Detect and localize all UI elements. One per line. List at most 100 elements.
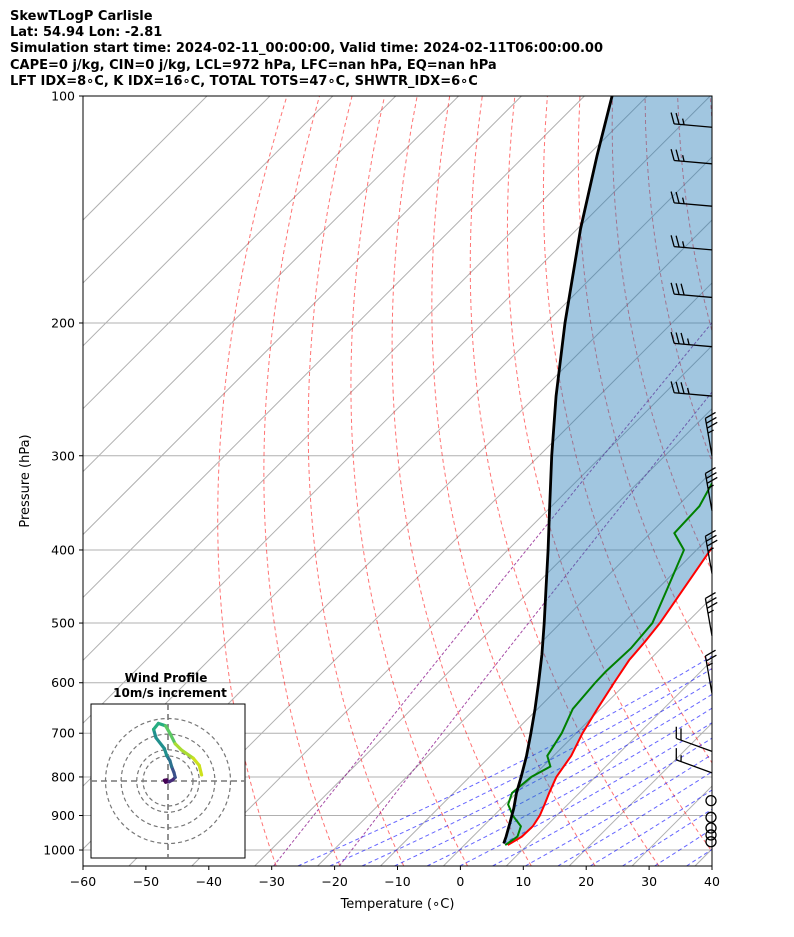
barb-flag <box>705 654 717 662</box>
plot-area <box>83 96 794 866</box>
hodograph-trace <box>179 748 195 760</box>
isotherm-line <box>128 282 712 866</box>
dewpoint-profile <box>504 481 712 846</box>
barb-flag <box>680 382 685 394</box>
x-tick-label: −50 <box>133 874 159 889</box>
barb-flag <box>705 529 716 537</box>
hodograph-trace <box>164 724 172 736</box>
barb-flag <box>675 283 680 295</box>
dry-adiabat <box>263 96 341 866</box>
isotherm-line <box>758 96 794 866</box>
hodograph-subtitle: 10m/s increment <box>113 686 227 700</box>
dry-adiabat <box>743 96 794 866</box>
calm-wind-barb <box>705 829 717 841</box>
barb-flag <box>675 112 680 125</box>
hodograph-trace <box>154 736 166 751</box>
wind-barb <box>670 149 713 165</box>
moist-adiabat <box>459 722 712 866</box>
barb-flag <box>706 601 718 609</box>
x-tick-label: −30 <box>259 874 285 889</box>
y-axis-label: Pressure (hPa) <box>18 434 33 527</box>
x-tick-label: −60 <box>70 874 96 889</box>
y-tick-label: 100 <box>51 89 75 104</box>
barb-flag <box>675 149 680 162</box>
calm-wind-barb <box>705 822 717 834</box>
dry-adiabat <box>217 96 288 866</box>
barb-half-flag <box>682 155 685 162</box>
hodograph-inset <box>90 703 246 859</box>
barb-staff <box>704 418 713 456</box>
x-tick-label: 30 <box>641 874 657 889</box>
dry-adiabat <box>469 96 660 866</box>
barb-flag <box>705 534 717 542</box>
y-tick-label: 700 <box>51 726 75 741</box>
barb-half-flag <box>682 241 685 248</box>
barb-flag <box>705 416 717 424</box>
barb-flag <box>675 191 680 204</box>
barb-flag <box>705 471 717 479</box>
hodograph-trace <box>168 732 177 746</box>
barb-half-flag <box>682 197 685 204</box>
barb-flag <box>670 191 675 204</box>
barb-flag <box>680 283 685 296</box>
isotherm-line <box>191 345 712 866</box>
index-line: LFT IDX=8∘C, K IDX=16∘C, TOTAL TOTS=47∘C… <box>10 73 478 89</box>
dry-adiabat <box>709 96 712 127</box>
wind-barb <box>704 411 718 456</box>
barb-staff <box>674 342 713 348</box>
y-tick-label: 300 <box>51 448 75 463</box>
barb-flag <box>705 411 716 419</box>
dry-adiabat <box>506 96 712 853</box>
location-line: Lat: 54.94 Lon: -2.81 <box>10 25 163 41</box>
barb-staff <box>704 536 713 574</box>
isotherm-line <box>83 96 271 284</box>
wind-barb <box>670 112 713 128</box>
y-tick-label: 600 <box>51 675 75 690</box>
wind-barb <box>670 191 713 207</box>
barb-flag <box>670 112 675 125</box>
chart-header: SkewTLogP Carlisle Lat: 54.94 Lon: -2.81… <box>10 9 603 90</box>
wind-barb <box>670 235 713 251</box>
barb-staff <box>704 655 713 694</box>
isotherm-line <box>83 96 585 599</box>
x-tick-label: 10 <box>515 874 531 889</box>
barb-flag <box>680 332 685 345</box>
x-tick-label: −20 <box>321 874 347 889</box>
isotherm-line <box>380 533 712 866</box>
x-tick-label: −10 <box>384 874 410 889</box>
x-axis-label: Temperature (∘C) <box>340 897 455 912</box>
moist-adiabat <box>589 789 712 866</box>
barb-half-flag <box>707 484 714 489</box>
y-tick-label: 800 <box>51 769 75 784</box>
cin-shading <box>503 96 712 846</box>
moist-adiabat <box>622 808 712 866</box>
calm-wind-barb <box>705 794 717 807</box>
y-tick-label: 400 <box>51 542 75 557</box>
wind-barb <box>675 748 713 774</box>
moist-adiabat <box>394 693 712 866</box>
barb-flag <box>675 381 680 394</box>
wind-barb <box>704 529 718 574</box>
dry-adiabat <box>431 96 596 866</box>
time-line: Simulation start time: 2024-02-11_00:00:… <box>10 41 603 57</box>
wind-barb <box>670 381 713 397</box>
isotherm-line <box>83 96 334 347</box>
hodograph-title: Wind Profile <box>125 671 208 685</box>
dry-adiabat <box>775 96 794 866</box>
x-tick-label: 0 <box>456 874 464 889</box>
cape-line: CAPE=0 j/kg, CIN=0 j/kg, LCL=972 hPa, LF… <box>10 57 497 73</box>
barb-flag <box>706 476 718 484</box>
barb-half-flag <box>707 429 714 434</box>
dry-adiabat <box>350 96 468 866</box>
isotherm-line <box>568 722 712 866</box>
barb-flag <box>706 539 718 547</box>
wind-barb <box>704 467 718 511</box>
barb-half-flag <box>686 387 690 395</box>
barb-flag <box>670 331 675 344</box>
isotherm-line <box>443 596 712 866</box>
wind-barb <box>675 726 713 753</box>
axes: −60 −50 −40 −30 −20 −10 0 10 20 30 40 100 200 300 400 5… <box>43 89 720 890</box>
barb-half-flag <box>706 662 714 667</box>
barb-staff <box>674 245 713 251</box>
